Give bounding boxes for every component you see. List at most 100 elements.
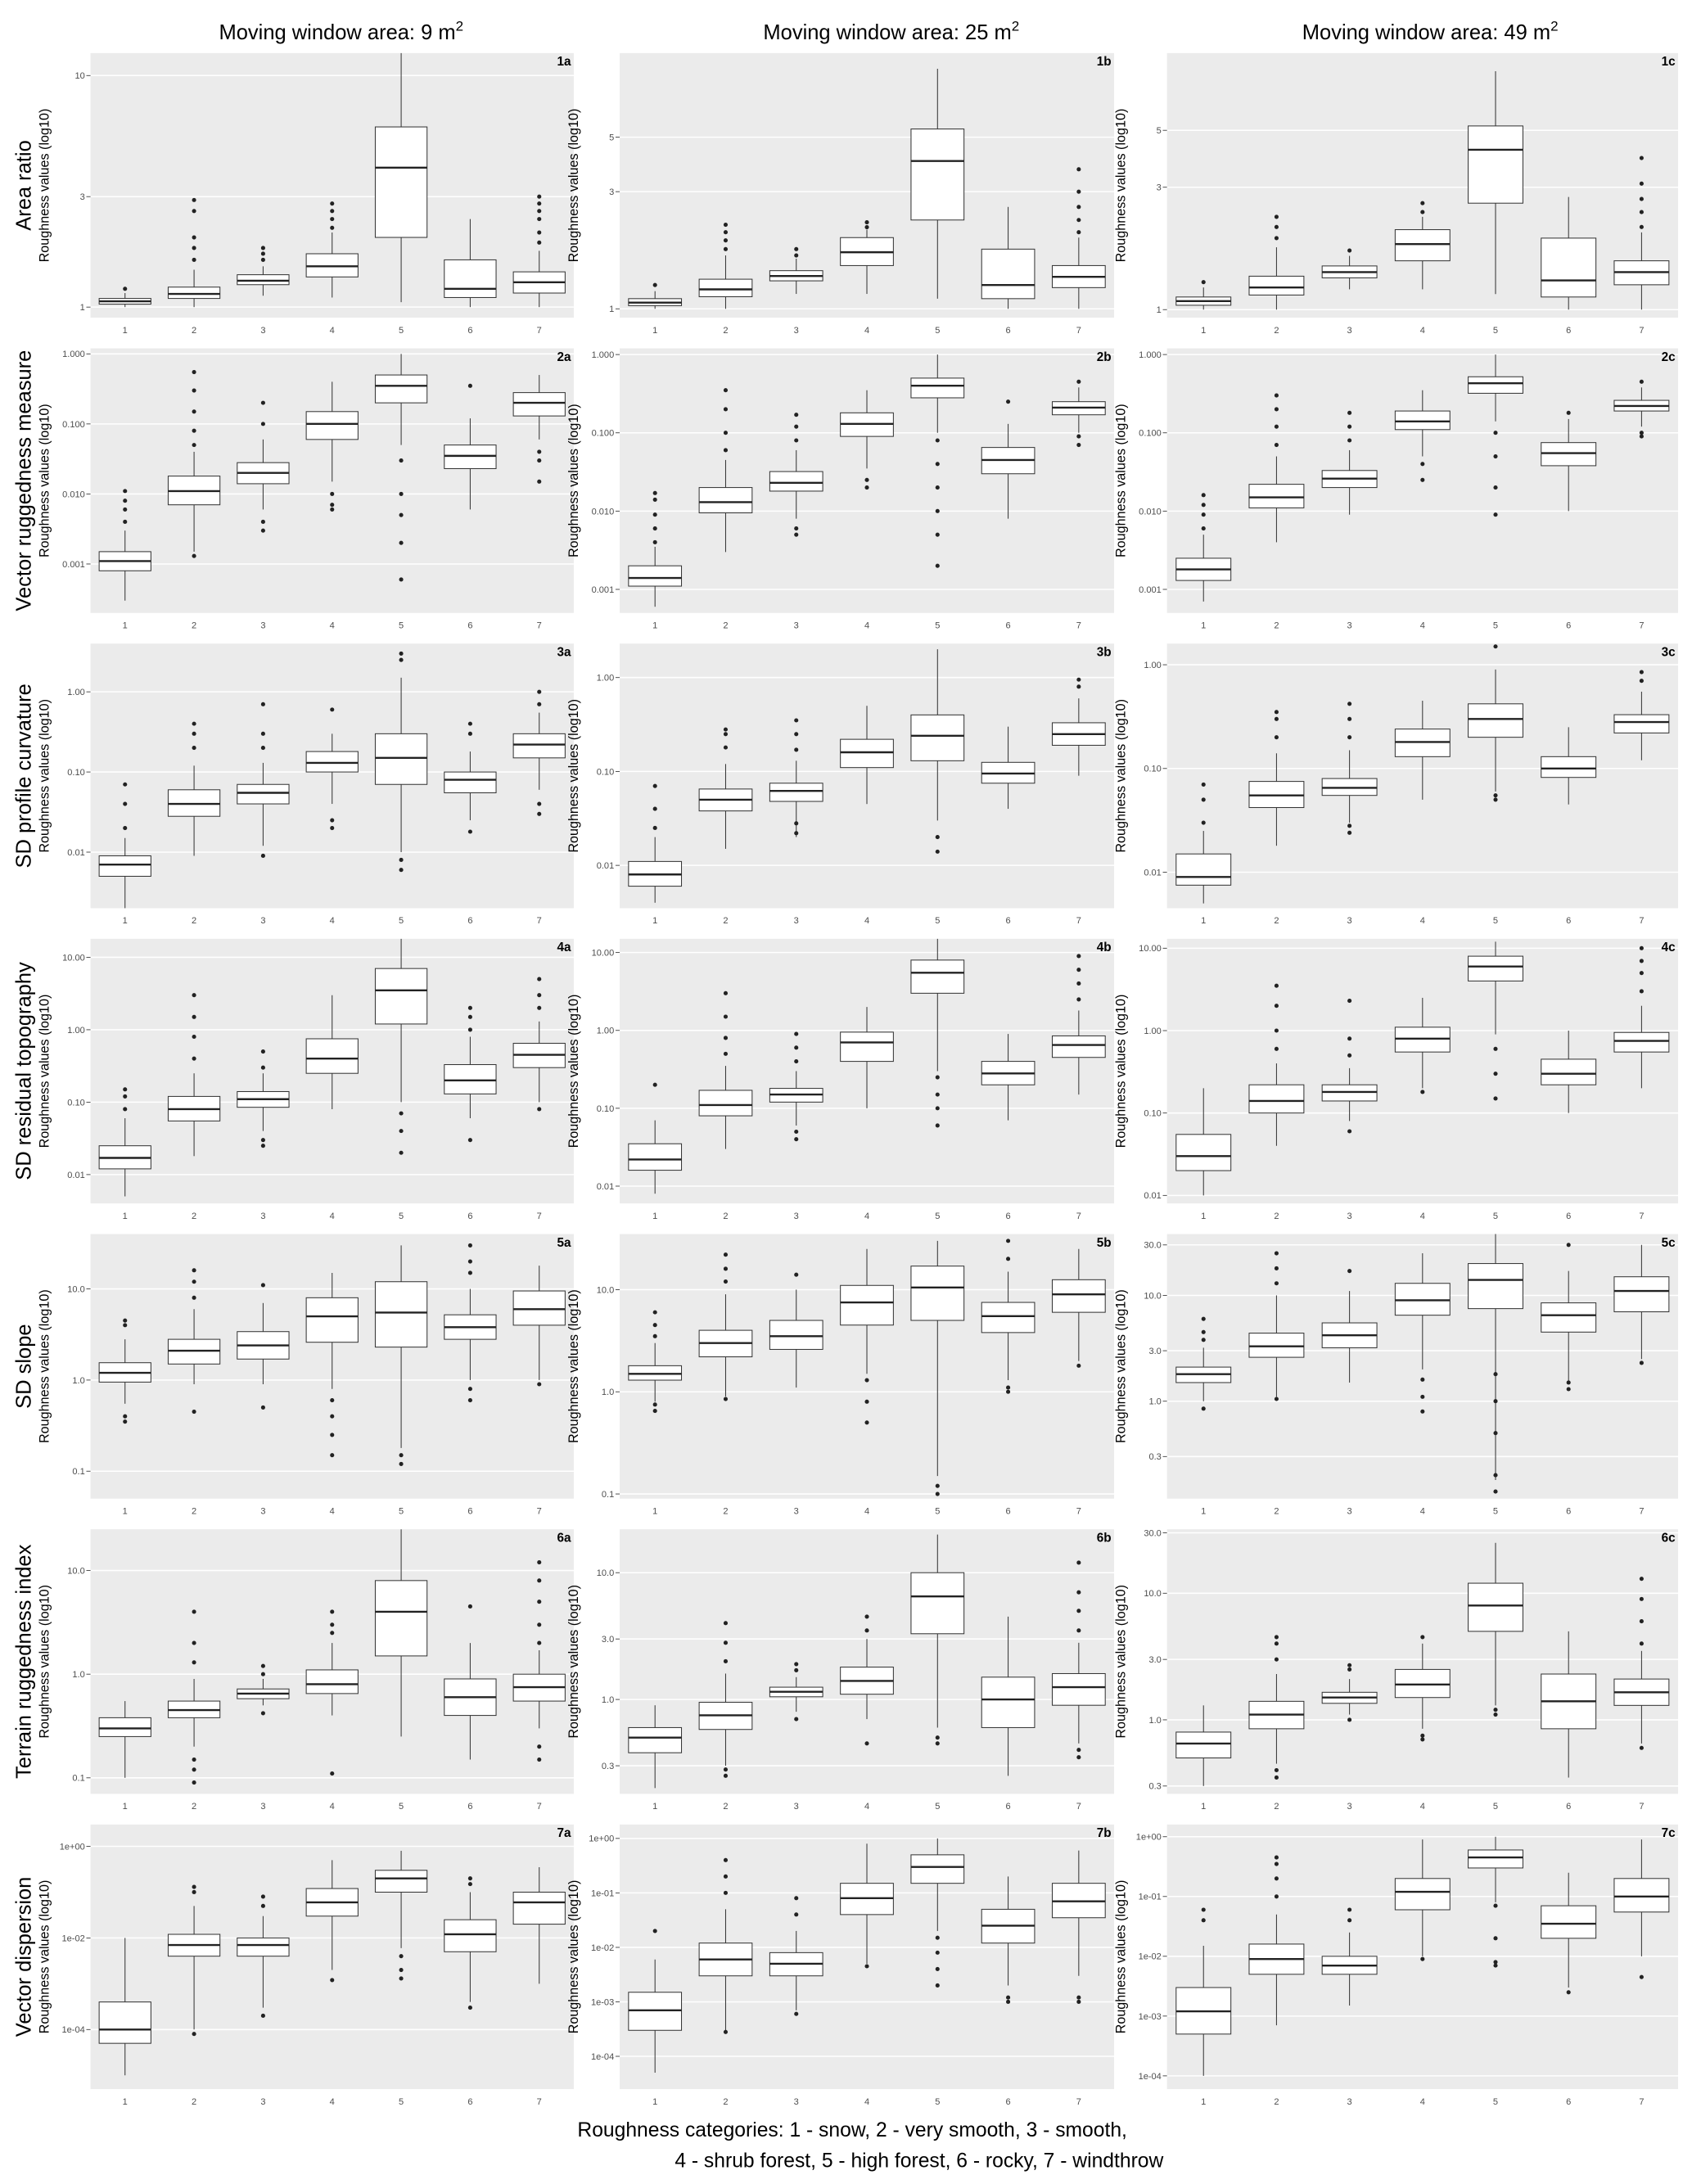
y-tick-label: 1e-04 (62, 2025, 85, 2035)
panel-label: 7c (1662, 1826, 1676, 1840)
outlier (399, 491, 404, 496)
outlier (260, 702, 265, 706)
outlier (192, 1889, 196, 1895)
outlier (723, 448, 729, 453)
outlier (1274, 716, 1279, 721)
outlier (1274, 1635, 1279, 1640)
outlier (1347, 1053, 1352, 1058)
outlier (1006, 1239, 1011, 1243)
outlier (1639, 210, 1644, 214)
y-axis-label: Roughness values (log10) (38, 404, 52, 557)
outlier (1420, 1635, 1425, 1640)
y-tick-label: 0.010 (62, 490, 85, 499)
outlier (794, 424, 799, 429)
y-tick-label: 1.000 (62, 350, 85, 359)
outlier (652, 1402, 657, 1407)
x-tick-label: 5 (399, 916, 404, 926)
outlier (123, 1107, 128, 1112)
outlier (864, 1614, 869, 1619)
outlier (1493, 1708, 1498, 1712)
y-tick-label: 0.001 (1139, 585, 1162, 595)
box (305, 1297, 359, 1343)
outlier (467, 1398, 472, 1403)
box (1541, 1302, 1597, 1333)
outlier (652, 1333, 657, 1338)
y-tick-label: 1.0 (72, 1670, 84, 1680)
panel-label: 3c (1662, 646, 1676, 660)
outlier (1566, 410, 1571, 415)
outlier (260, 1283, 265, 1288)
outlier (123, 287, 128, 291)
outlier (537, 977, 542, 981)
x-tick-label: 5 (935, 326, 940, 336)
y-tick-label: 0.100 (62, 420, 85, 430)
box (167, 287, 221, 300)
outlier (1076, 1748, 1081, 1753)
y-axis-label: Roughness values (log10) (1114, 699, 1129, 853)
outlier (652, 539, 657, 544)
outlier (723, 1036, 729, 1040)
outlier (935, 1123, 940, 1128)
outlier (123, 507, 128, 512)
x-tick-label: 2 (1274, 1802, 1279, 1812)
outlier (864, 477, 869, 482)
outlier (794, 1912, 799, 1917)
box (1394, 410, 1451, 431)
box (374, 968, 428, 1025)
outlier (467, 1138, 472, 1143)
outlier (123, 1414, 128, 1419)
y-axis-label: Roughness values (log10) (1114, 1880, 1129, 2034)
y-tick-label: 1.00 (67, 1026, 85, 1036)
outlier (794, 246, 799, 251)
box (444, 771, 497, 794)
outlier (260, 1711, 265, 1716)
outlier (1493, 1372, 1498, 1377)
outlier (537, 230, 542, 235)
y-tick-label: 0.01 (1144, 1191, 1162, 1201)
outlier (794, 2011, 799, 2016)
y-tick-label: 1e-03 (1139, 2012, 1162, 2022)
outlier (1420, 1956, 1425, 1961)
outlier (935, 1735, 940, 1740)
x-tick-label: 3 (794, 1506, 799, 1516)
y-axis-label: Roughness values (log10) (1114, 404, 1129, 557)
y-tick-label: 10.0 (67, 1284, 85, 1294)
outlier (330, 225, 335, 230)
x-tick-label: 7 (1639, 620, 1644, 630)
x-tick-label: 4 (864, 1212, 869, 1221)
outlier (192, 1884, 196, 1889)
outlier (794, 732, 799, 737)
outlier (723, 1014, 729, 1019)
outlier (864, 485, 869, 490)
x-tick-label: 2 (1274, 620, 1279, 630)
x-tick-label: 7 (1639, 1802, 1644, 1812)
outlier (192, 1640, 196, 1645)
x-tick-label: 4 (1420, 1506, 1425, 1516)
y-tick-label: 10.0 (1144, 1291, 1162, 1301)
y-tick-label: 0.01 (67, 848, 85, 858)
y-tick-label: 1e-01 (591, 1888, 614, 1898)
x-tick-label: 1 (652, 1212, 657, 1221)
box (1468, 703, 1523, 738)
outlier (1006, 1257, 1011, 1261)
outlier (123, 519, 128, 525)
x-tick-label: 5 (399, 2097, 404, 2107)
x-tick-label: 6 (467, 916, 472, 926)
y-axis-label: Roughness values (log10) (38, 1585, 52, 1739)
box (1613, 1031, 1670, 1053)
outlier (1493, 644, 1498, 649)
x-tick-label: 6 (1566, 2097, 1571, 2107)
outlier (1201, 797, 1206, 802)
y-tick-label: 0.010 (592, 507, 615, 517)
y-tick-label: 3.0 (1148, 1655, 1161, 1665)
y-tick-label: 1.00 (1144, 1027, 1162, 1036)
box (1541, 1058, 1597, 1085)
y-tick-label: 30.0 (1144, 1241, 1162, 1251)
outlier (330, 507, 335, 512)
outlier (537, 689, 542, 694)
box (512, 733, 566, 759)
outlier (1076, 954, 1081, 959)
y-axis-label: Roughness values (log10) (38, 109, 52, 263)
y-tick-label: 1e+00 (589, 1834, 614, 1844)
row-title: Area ratio (12, 140, 35, 231)
